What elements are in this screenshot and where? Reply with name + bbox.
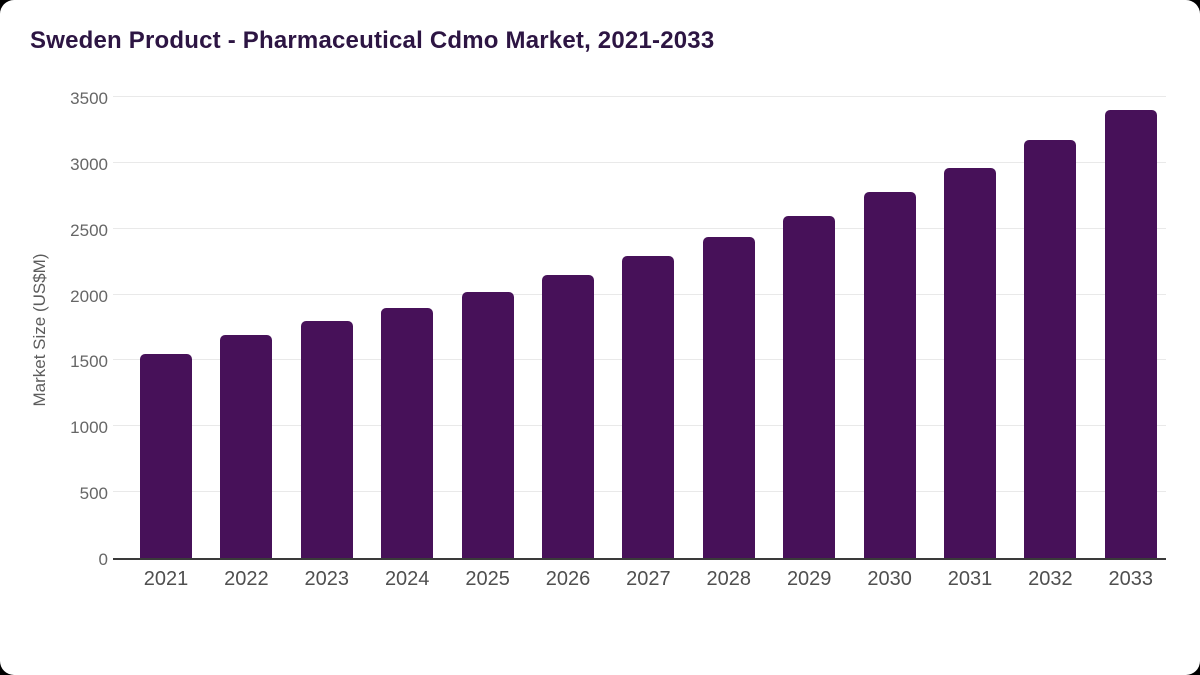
y-axis-tick-labels: 0 500 1000 1500 2000 2500 3000 3500 — [0, 89, 108, 569]
footer: https://www.grandviewresearch.com/horizo… — [0, 615, 1200, 675]
x-tick-2025: 2025 — [465, 568, 510, 590]
y-tick-500: 500 — [79, 484, 108, 504]
y-tick-0: 0 — [98, 550, 108, 569]
bar-2026 — [542, 274, 594, 558]
bar-2027 — [622, 256, 675, 558]
y-tick-3500: 3500 — [70, 89, 108, 108]
bar-2028 — [702, 236, 755, 558]
x-tick-2028: 2028 — [706, 568, 752, 590]
bar-2029 — [783, 215, 836, 558]
y-tick-2500: 2500 — [70, 220, 108, 240]
x-tick-2023: 2023 — [304, 568, 350, 590]
x-tick-2021: 2021 — [143, 568, 189, 590]
x-tick-2033: 2033 — [1108, 568, 1154, 590]
gridline-3000 — [113, 161, 1166, 163]
bar-2021 — [140, 353, 192, 558]
bar-2032 — [1024, 140, 1077, 558]
y-tick-2000: 2000 — [70, 286, 108, 306]
bar-2033 — [1104, 110, 1157, 558]
bar-2030 — [863, 191, 916, 558]
x-tick-2029: 2029 — [786, 568, 832, 590]
bar-2031 — [944, 168, 996, 558]
bar-2023 — [300, 320, 353, 558]
bar-2024 — [381, 307, 434, 558]
bar-2025 — [461, 291, 514, 558]
y-tick-1000: 1000 — [70, 418, 108, 438]
y-tick-1500: 1500 — [70, 352, 108, 372]
x-tick-2026: 2026 — [545, 568, 591, 590]
x-tick-2030: 2030 — [867, 568, 912, 590]
x-tick-2024: 2024 — [384, 568, 430, 590]
gridline-2500 — [113, 227, 1166, 229]
x-tick-2027: 2027 — [626, 568, 671, 590]
x-tick-2032: 2032 — [1028, 568, 1073, 590]
x-tick-2031: 2031 — [947, 568, 993, 590]
chart-title: Sweden Product - Pharmaceutical Cdmo Mar… — [30, 27, 715, 54]
y-tick-3000: 3000 — [70, 154, 108, 174]
bar-2022 — [220, 334, 273, 558]
x-axis-tick-labels: 2021 2022 2023 2024 2025 2026 2027 2028 2029 2030… — [113, 568, 1166, 596]
gridline-3500 — [113, 96, 1166, 97]
x-tick-2022: 2022 — [224, 568, 269, 590]
plot-area — [113, 96, 1166, 560]
